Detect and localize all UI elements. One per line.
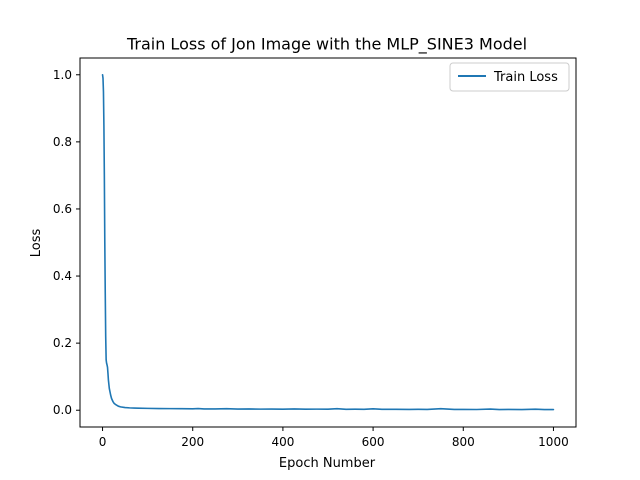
x-tick-label: 1000 [538,435,569,449]
x-tick-label: 800 [452,435,475,449]
x-tick-label: 0 [99,435,107,449]
y-tick-label: 0.2 [53,336,72,350]
y-axis-label: Loss [29,229,44,258]
axes-frame [79,57,577,428]
y-tick-label: 0.0 [53,403,72,417]
legend: Train Loss [449,62,570,92]
chart-title: Train Loss of Jon Image with the MLP_SIN… [126,35,527,55]
y-tick-label: 0.6 [53,202,72,216]
y-tick-label: 1.0 [53,68,72,82]
y-tick-label: 0.4 [53,269,72,283]
x-axis-label: Epoch Number [279,456,376,471]
plot-area: 0 200 400 600 800 1000 0.0 0.2 0.4 0.6 0.8 1.0 [53,57,577,449]
legend-box [449,62,570,92]
legend-label-train-loss: Train Loss [493,70,558,85]
x-tick-label: 200 [181,435,204,449]
x-tick-label: 600 [362,435,385,449]
x-tick-label: 400 [271,435,294,449]
series-line-train-loss [101,73,555,411]
y-tick-label: 0.8 [53,135,72,149]
